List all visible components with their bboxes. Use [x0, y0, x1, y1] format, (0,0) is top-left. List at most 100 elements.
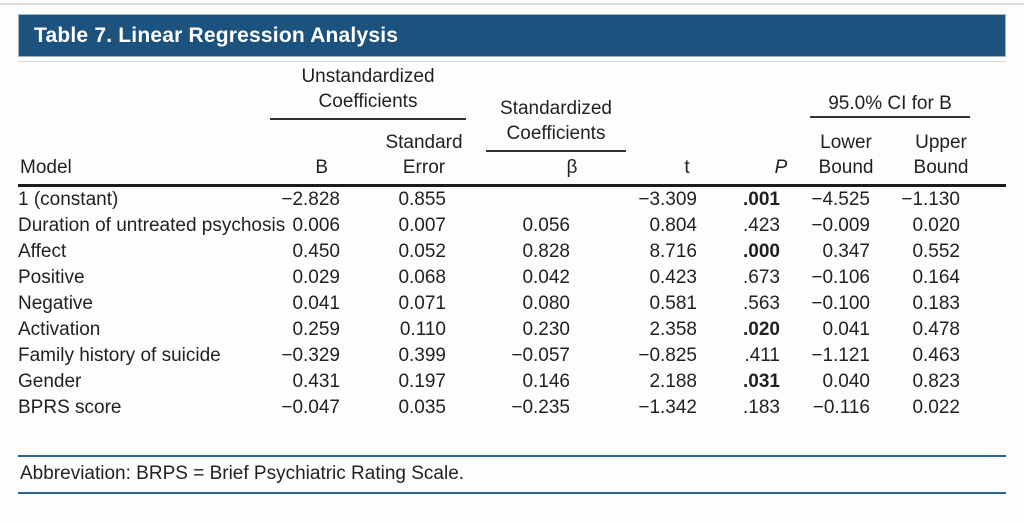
cell-upper: 0.823 — [912, 371, 960, 392]
cell-beta: 0.042 — [522, 267, 570, 288]
cell-b: −0.047 — [281, 397, 340, 418]
table-row: Activation 0.259 0.110 0.230 2.358 .020 … — [18, 317, 1006, 343]
cell-b: 0.029 — [292, 267, 340, 288]
regression-table: 1 (constant) −2.828 0.855 −3.309 .001 −4… — [18, 187, 1006, 421]
cell-t: 2.188 — [649, 371, 697, 392]
cell-upper: 0.164 — [912, 267, 960, 288]
cell-upper: 0.463 — [912, 345, 960, 366]
table-row: Family history of suicide −0.329 0.399 −… — [18, 343, 1006, 369]
cell-t: 2.358 — [649, 319, 697, 340]
cell-b: −2.828 — [281, 189, 340, 210]
cell-filler — [960, 239, 1006, 265]
cell-lower: −0.100 — [811, 293, 870, 314]
table-row: Negative 0.041 0.071 0.080 0.581 .563 −0… — [18, 291, 1006, 317]
column-header-beta: β — [566, 157, 578, 178]
cell-model: Gender — [18, 371, 82, 392]
column-header-upper-bound: Upper Bound — [913, 132, 969, 178]
cell-filler — [960, 343, 1006, 369]
cell-lower: −0.106 — [811, 267, 870, 288]
cell-b: 0.431 — [292, 371, 340, 392]
cell-filler — [960, 291, 1006, 317]
column-header-b: B — [315, 157, 328, 178]
cell-p: .020 — [743, 319, 780, 340]
column-header-lower-bound: Lower Bound — [818, 132, 874, 178]
table-row: Affect 0.450 0.052 0.828 8.716 .000 0.34… — [18, 239, 1006, 265]
cell-upper: −1.130 — [901, 189, 960, 210]
table-row: Gender 0.431 0.197 0.146 2.188 .031 0.04… — [18, 369, 1006, 395]
cell-beta: −0.057 — [511, 345, 570, 366]
cell-t: 0.581 — [649, 293, 697, 314]
header-top-rule — [18, 61, 1006, 62]
cell-model: BPRS score — [18, 397, 122, 418]
table-footnote: Abbreviation: BRPS = Brief Psychiatric R… — [20, 463, 465, 484]
cell-beta — [446, 187, 570, 213]
cell-t: −3.309 — [638, 189, 697, 210]
table-row: Positive 0.029 0.068 0.042 0.423 .673 −0… — [18, 265, 1006, 291]
cell-upper: 0.020 — [912, 215, 960, 236]
cell-model: Positive — [18, 267, 85, 288]
cell-p: .563 — [743, 293, 780, 314]
column-header-standard-error: Standard Error — [385, 132, 463, 178]
cell-se: 0.855 — [398, 189, 446, 210]
cell-filler — [960, 369, 1006, 395]
footnote-rule-bottom — [18, 492, 1006, 494]
cell-lower: −4.525 — [811, 189, 870, 210]
cell-b: 0.450 — [292, 241, 340, 262]
cell-model: Family history of suicide — [18, 345, 221, 366]
cell-t: −1.342 — [638, 397, 697, 418]
column-header-model: Model — [20, 157, 72, 178]
table-title-bar: Table 7. Linear Regression Analysis — [18, 14, 1006, 57]
cell-beta: −0.235 — [511, 397, 570, 418]
cell-b: 0.006 — [292, 215, 340, 236]
cell-p: .411 — [744, 345, 780, 366]
cell-beta: 0.146 — [522, 371, 570, 392]
cell-p: .183 — [743, 397, 780, 418]
cell-se: 0.068 — [398, 267, 446, 288]
cell-t: −0.825 — [638, 345, 697, 366]
cell-upper: 0.478 — [912, 319, 960, 340]
cell-se: 0.052 — [398, 241, 446, 262]
cell-b: 0.041 — [292, 293, 340, 314]
table-header: Unstandardized Coefficients Standardized… — [18, 60, 1006, 187]
cell-model: Affect — [18, 241, 67, 262]
cell-b: 0.259 — [292, 319, 340, 340]
cell-upper: 0.552 — [912, 241, 960, 262]
cell-p: .000 — [743, 241, 780, 262]
cell-filler — [960, 265, 1006, 291]
page-top-rule — [0, 3, 1024, 5]
cell-beta: 0.230 — [522, 319, 570, 340]
cell-p: .423 — [743, 215, 780, 236]
group-header-standardized-coefficients: Standardized Coefficients — [486, 96, 626, 152]
cell-se: 0.035 — [398, 397, 446, 418]
cell-filler — [960, 395, 1006, 421]
table-row: 1 (constant) −2.828 0.855 −3.309 .001 −4… — [18, 187, 1006, 213]
cell-b: −0.329 — [281, 345, 340, 366]
cell-model: Duration of untreated psychosis — [18, 215, 286, 236]
cell-lower: −1.121 — [811, 345, 870, 366]
group-header-ci-for-b: 95.0% CI for B — [810, 91, 970, 118]
cell-t: 8.716 — [649, 241, 697, 262]
cell-model: 1 (constant) — [18, 189, 119, 210]
cell-p: .001 — [743, 189, 780, 210]
cell-se: 0.399 — [398, 345, 446, 366]
cell-se: 0.071 — [398, 293, 446, 314]
cell-model: Negative — [18, 293, 93, 314]
cell-se: 0.110 — [399, 319, 446, 340]
cell-t: 0.423 — [649, 267, 697, 288]
cell-lower: 0.347 — [822, 241, 870, 262]
cell-lower: −0.116 — [812, 397, 870, 418]
cell-p: .031 — [743, 371, 780, 392]
group-header-unstandardized-coefficients: Unstandardized Coefficients — [270, 64, 466, 120]
cell-lower: 0.041 — [822, 319, 870, 340]
cell-se: 0.007 — [398, 215, 446, 236]
cell-lower: −0.009 — [811, 215, 870, 236]
footnote-rule-top — [18, 455, 1006, 457]
table-row: BPRS score −0.047 0.035 −0.235 −1.342 .1… — [18, 395, 1006, 421]
cell-beta: 0.080 — [522, 293, 570, 314]
cell-filler — [960, 213, 1006, 239]
column-header-t: t — [684, 157, 690, 178]
cell-p: .673 — [743, 267, 780, 288]
cell-filler — [960, 187, 1006, 213]
cell-model: Activation — [18, 319, 101, 340]
